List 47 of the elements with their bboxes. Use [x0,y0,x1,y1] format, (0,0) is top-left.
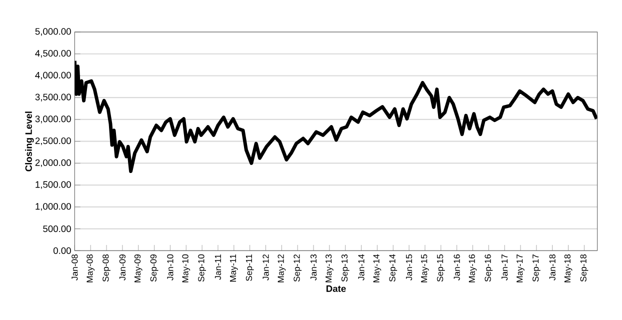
x-tick-label: Jan-15 [406,254,412,280]
x-tick-label: Jan-17 [502,254,508,280]
line-series [74,59,598,174]
x-tick-label: Sep-16 [484,254,493,282]
x-tick-label: Sep-09 [150,254,158,282]
y-tick-label: 3,000.00 [35,116,71,124]
x-tick-label: May-14 [373,254,382,282]
y-tick-label: 1,500.00 [36,181,71,189]
x-tick-label: Sep-12 [294,254,302,282]
x-tick-label: Jan-09 [119,254,126,280]
x-tick-label: Jan-16 [454,254,460,280]
y-tick-label: 2,500.00 [35,137,71,146]
x-tick-label: Jan-08 [72,254,78,280]
y-tick-label: 500.00 [43,225,71,232]
y-tick-label: 4,500.00 [35,50,71,58]
x-tick-label: Jan-12 [262,254,269,280]
x-tick-label: Sep-11 [246,254,254,281]
x-tick-label: May-15 [421,254,429,282]
x-tick-label: May-09 [134,254,142,282]
x-tick-label: May-17 [516,254,524,282]
x-tick-label: May-11 [230,254,238,282]
x-tick-label: May-16 [468,254,477,282]
y-tick-label: 5,000.00 [35,28,71,36]
y-tick-label: 4,000.00 [35,72,71,80]
x-tick-label: Sep-08 [102,254,110,282]
x-tick-label: Jan-14 [358,254,364,280]
x-tick-label: May-13 [326,254,334,282]
x-tick-label: May-08 [86,254,95,282]
y-tick-label: 3,500.00 [35,94,71,102]
y-tick-label: 1,000.00 [36,203,71,211]
y-tick-label: 2,000.00 [35,159,71,168]
x-tick-label: Sep-18 [580,254,588,282]
x-tick-label: Sep-17 [532,254,540,282]
x-tick-label: May-10 [182,254,190,282]
x-tick-label: Jan-13 [310,254,317,280]
x-tick-label: Jan-11 [214,254,222,280]
x-tick-label: Sep-10 [198,254,206,282]
x-axis-title: Date [326,285,346,292]
x-tick-label: Sep-14 [389,254,398,282]
y-tick-label: 0.00 [53,247,71,254]
x-tick-label: May-12 [278,254,286,282]
x-tick-label: Jan-10 [167,254,174,280]
x-tick-label: Jan-18 [549,254,556,280]
x-tick-label: Sep-15 [437,254,445,282]
y-axis-title: Closing Level [25,112,34,172]
x-tick-label: May-18 [564,254,572,282]
x-tick-label: Sep-13 [341,254,350,282]
